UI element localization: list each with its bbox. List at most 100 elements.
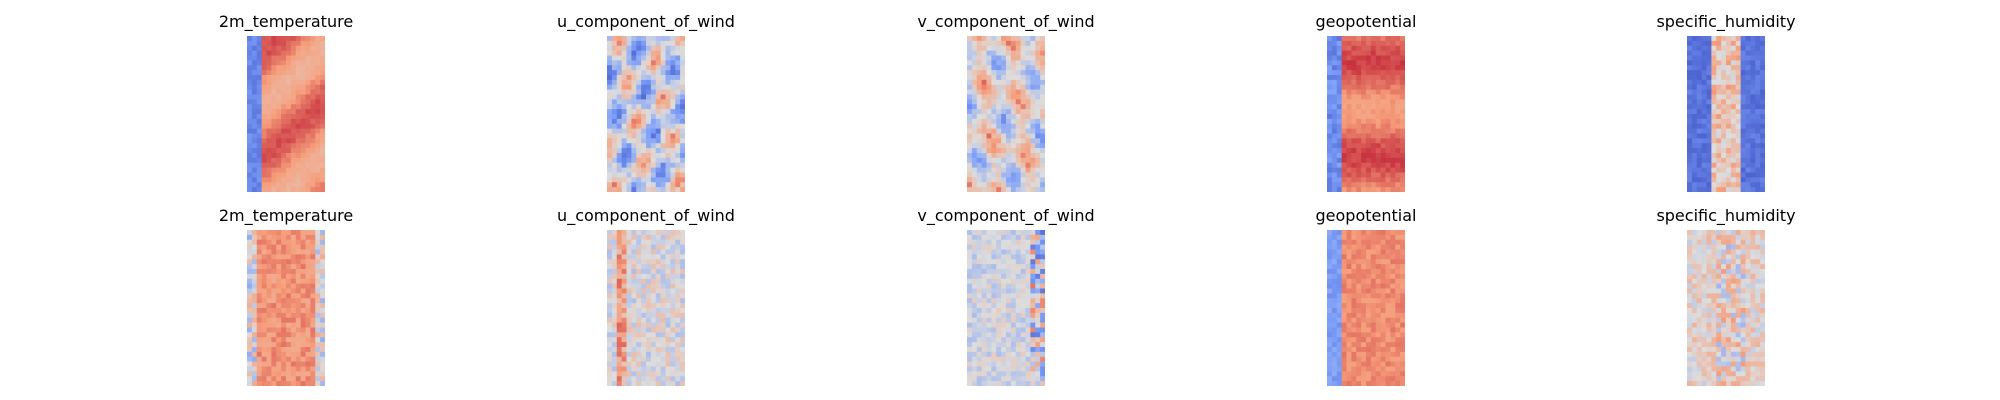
heatmap-cell bbox=[1030, 356, 1036, 363]
heatmap-cell bbox=[631, 65, 637, 71]
heatmap-cell bbox=[1745, 322, 1751, 329]
heatmap-cell bbox=[1730, 288, 1737, 294]
heatmap-cell bbox=[281, 79, 287, 86]
heatmap-cell bbox=[680, 254, 685, 260]
heatmap-cell bbox=[261, 148, 268, 154]
heatmap-cell bbox=[996, 70, 1002, 76]
heatmap-cell bbox=[1760, 239, 1765, 246]
heatmap-cell bbox=[1400, 322, 1405, 329]
heatmap-cell bbox=[611, 337, 618, 343]
heatmap-cell bbox=[650, 259, 657, 265]
heatmap-cell bbox=[971, 60, 978, 66]
heatmap-cell bbox=[1385, 182, 1391, 188]
heatmap-cell bbox=[621, 55, 628, 61]
heatmap-cell bbox=[295, 361, 302, 368]
heatmap-cell bbox=[1760, 89, 1765, 96]
heatmap-cell bbox=[1750, 94, 1756, 100]
heatmap-cell bbox=[1750, 60, 1756, 66]
heatmap-cell bbox=[1385, 50, 1391, 57]
heatmap-cell bbox=[1030, 288, 1036, 294]
heatmap-cell bbox=[1691, 273, 1698, 280]
heatmap-cell bbox=[670, 75, 676, 81]
heatmap-cell bbox=[1385, 84, 1391, 91]
heatmap-cell bbox=[641, 361, 647, 368]
heatmap-cell bbox=[996, 361, 1002, 368]
heatmap-cell bbox=[1366, 264, 1372, 270]
heatmap-cell bbox=[981, 128, 988, 135]
heatmap-cell bbox=[1351, 40, 1357, 47]
heatmap-cell bbox=[1380, 317, 1387, 324]
heatmap-cell bbox=[680, 308, 685, 314]
heatmap-cell bbox=[981, 239, 988, 246]
heatmap-cell bbox=[295, 123, 302, 130]
heatmap-cell bbox=[320, 172, 325, 178]
heatmap-cell bbox=[295, 84, 302, 91]
heatmap-cell bbox=[616, 366, 623, 372]
heatmap-cell bbox=[967, 84, 973, 91]
heatmap-cell bbox=[1356, 143, 1362, 149]
heatmap-cell bbox=[1760, 99, 1765, 105]
heatmap-cell bbox=[1327, 342, 1333, 348]
heatmap-cell bbox=[991, 264, 997, 270]
heatmap-cell bbox=[1035, 342, 1041, 348]
heatmap-cell bbox=[616, 239, 623, 246]
heatmap-cell bbox=[616, 94, 623, 100]
heatmap-cell bbox=[1750, 153, 1756, 159]
heatmap-cell bbox=[286, 269, 292, 275]
heatmap-cell bbox=[1760, 94, 1765, 100]
heatmap-cell bbox=[295, 128, 302, 135]
heatmap-cell bbox=[1010, 109, 1017, 115]
heatmap-cell bbox=[315, 376, 321, 382]
heatmap-cell bbox=[631, 128, 637, 135]
heatmap-cell bbox=[271, 138, 277, 144]
heatmap-cell bbox=[646, 298, 652, 304]
heatmap-cell bbox=[1745, 293, 1751, 299]
heatmap-cell bbox=[266, 298, 272, 304]
heatmap-cell bbox=[256, 65, 263, 71]
heatmap-cell bbox=[1346, 118, 1352, 125]
heatmap-cell bbox=[621, 138, 628, 144]
heatmap-cell bbox=[1687, 36, 1693, 42]
heatmap-cell bbox=[256, 332, 263, 338]
heatmap-cell bbox=[660, 371, 667, 377]
heatmap-cell bbox=[1025, 99, 1031, 105]
heatmap-cell bbox=[276, 40, 282, 47]
heatmap-cell bbox=[986, 55, 992, 61]
heatmap-cell bbox=[641, 65, 647, 71]
heatmap-cell bbox=[1040, 342, 1045, 348]
heatmap-cell bbox=[1351, 366, 1357, 372]
heatmap-cell bbox=[1010, 356, 1017, 363]
heatmap-cell bbox=[1385, 273, 1391, 280]
heatmap-cell bbox=[295, 70, 302, 76]
heatmap-cell bbox=[680, 65, 685, 71]
heatmap-cell bbox=[320, 36, 325, 42]
heatmap-cell bbox=[650, 356, 657, 363]
heatmap-cell bbox=[1696, 84, 1703, 91]
heatmap-cell bbox=[641, 50, 647, 57]
heatmap-cell bbox=[1015, 254, 1022, 260]
heatmap-cell bbox=[986, 312, 992, 319]
heatmap-cell bbox=[1701, 138, 1708, 144]
heatmap-cell bbox=[320, 187, 325, 192]
heatmap-cell bbox=[986, 187, 992, 192]
heatmap-cell bbox=[1395, 264, 1401, 270]
heatmap-cell bbox=[315, 327, 321, 333]
heatmap-cell bbox=[1040, 254, 1045, 260]
heatmap-cell bbox=[1370, 118, 1377, 125]
heatmap-cell bbox=[621, 273, 628, 280]
heatmap-cell bbox=[641, 138, 647, 144]
heatmap-cell bbox=[631, 114, 637, 120]
heatmap-cell bbox=[1001, 143, 1007, 149]
heatmap-cell bbox=[1001, 371, 1007, 377]
heatmap-cell bbox=[1726, 65, 1732, 71]
heatmap-cell bbox=[675, 128, 681, 135]
heatmap-cell bbox=[300, 45, 307, 52]
heatmap-cell bbox=[1696, 293, 1703, 299]
heatmap-cell bbox=[300, 234, 307, 241]
heatmap-cell bbox=[1035, 60, 1041, 66]
heatmap-cell bbox=[1020, 187, 1027, 192]
heatmap-cell bbox=[1687, 104, 1693, 110]
heatmap-cell bbox=[1691, 244, 1698, 251]
heatmap-cell bbox=[1696, 249, 1703, 255]
heatmap-cell bbox=[670, 361, 676, 368]
